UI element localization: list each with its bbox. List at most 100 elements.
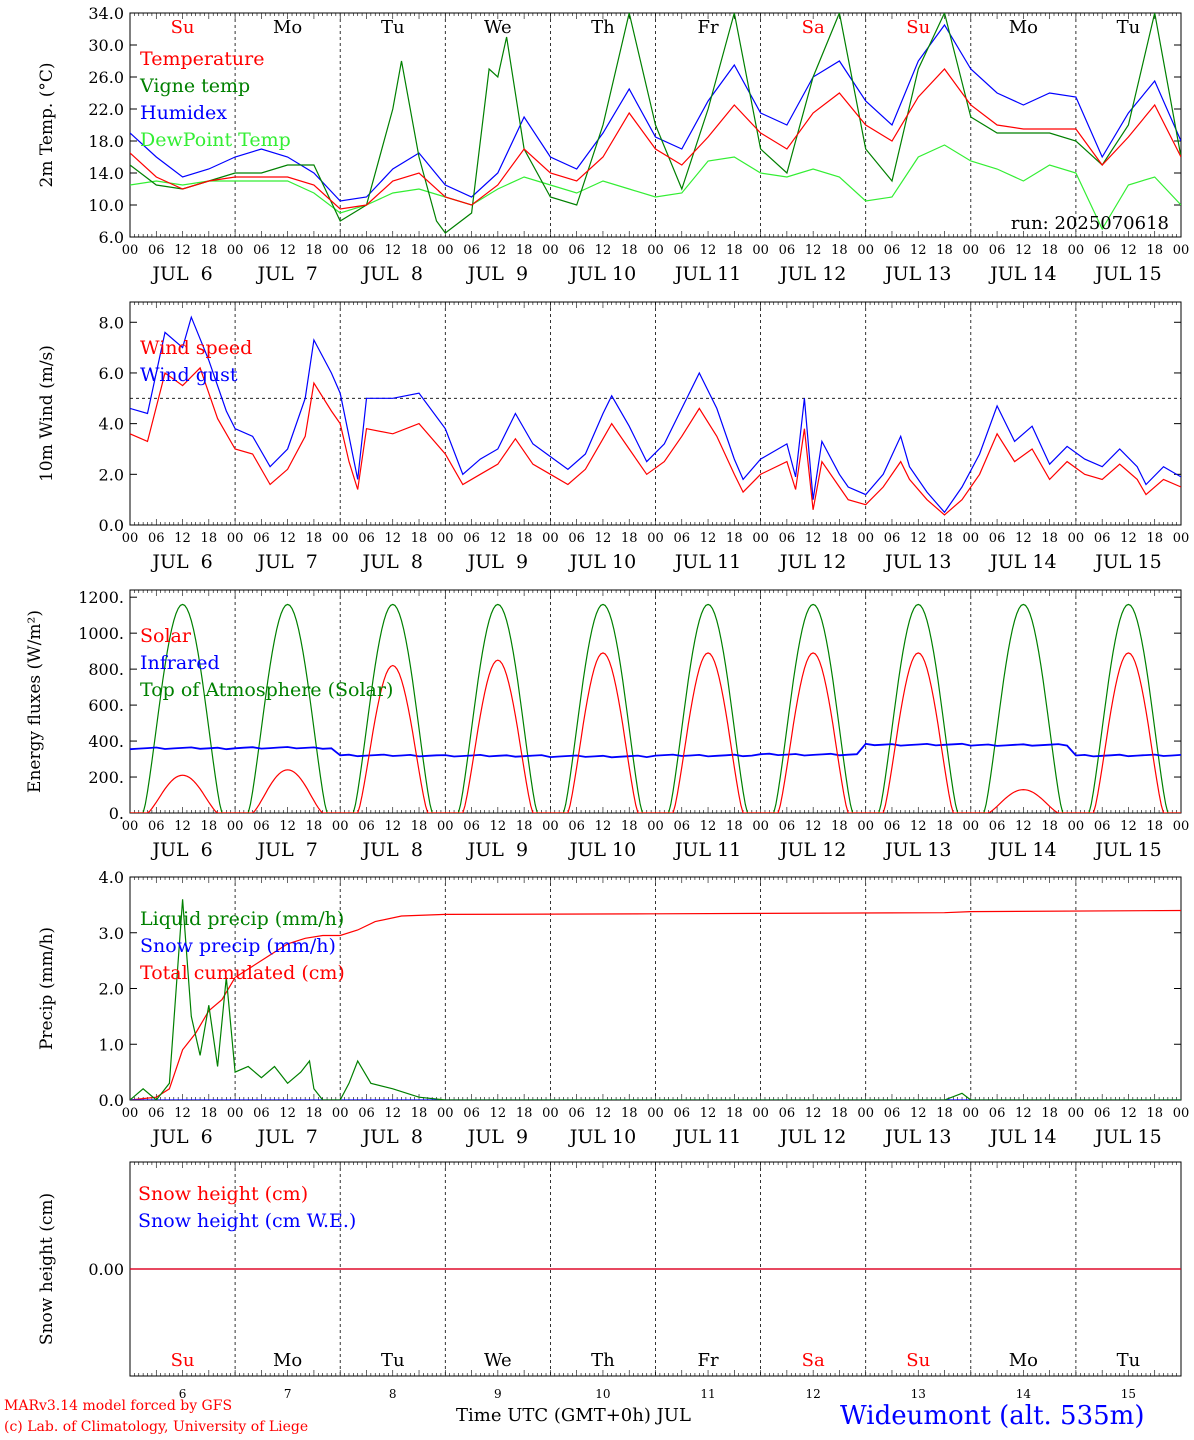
legend-entry: Wind gust [140,364,238,386]
x-hour-label: 00 [542,1106,559,1121]
x-hour-label: 06 [884,531,901,546]
x-hour-label: 12 [1120,531,1137,546]
series-line [130,899,1181,1100]
date-label: JUL 15 [1093,1126,1161,1148]
legend-entry: Top of Atmosphere (Solar) [140,679,393,701]
weekday-label: Su [906,1350,930,1371]
x-hour-label: 12 [595,1106,612,1121]
x-hour-label: 18 [1041,1106,1058,1121]
date-label: JUL 15 [1093,263,1161,285]
weekday-label: Fr [698,17,719,38]
x-hour-label: 18 [201,1106,218,1121]
x-hour-label: 12 [805,1106,822,1121]
x-hour-label: 18 [1041,531,1058,546]
x-hour-label: 00 [542,819,559,834]
x-hour-label: 18 [831,243,848,258]
day-number-label: 12 [806,1387,821,1401]
legend-entry: Wind speed [140,337,252,359]
x-hour-label: 00 [963,243,980,258]
x-hour-label: 00 [1068,531,1085,546]
weekday-label: Mo [273,1350,302,1371]
date-label: JUL 15 [1093,551,1161,573]
series-line [130,13,1181,234]
y-tick-label: 1200. [78,588,124,607]
x-hour-label: 18 [621,531,638,546]
y-tick-label: 10.0 [88,196,124,215]
x-hour-label: 18 [201,531,218,546]
x-hour-label: 12 [700,531,717,546]
weekday-label: Sa [802,1350,825,1371]
x-hour-label: 00 [437,1106,454,1121]
x-hour-label: 06 [674,243,691,258]
y-axis-title: Snow height (cm) [37,1193,57,1345]
x-hour-label: 12 [595,243,612,258]
x-hour-label: 18 [306,243,323,258]
x-hour-label: 18 [1146,243,1163,258]
weekday-label: Tu [1117,17,1141,38]
x-hour-label: 06 [1094,819,1111,834]
date-label: JUL 11 [673,263,741,285]
y-tick-label: 2.0 [99,980,124,999]
x-hour-label: 12 [490,243,507,258]
x-hour-label: 00 [437,243,454,258]
x-hour-label: 00 [963,531,980,546]
x-hour-label: 12 [490,1106,507,1121]
x-hour-label: 00 [122,243,139,258]
day-number-label: 6 [179,1387,187,1401]
y-tick-label: 1.0 [99,1035,124,1054]
y-tick-label: 0. [109,804,124,823]
weekday-label: We [484,17,512,38]
date-label: JUL 10 [568,839,636,861]
x-hour-label: 00 [752,531,769,546]
x-hour-label: 00 [752,819,769,834]
y-tick-label: 1000. [78,624,124,643]
date-label: JUL 12 [778,1126,846,1148]
x-hour-label: 00 [332,1106,349,1121]
run-annotation: run: 2025070618 [1011,213,1169,234]
date-label: JUL 8 [361,263,423,285]
y-tick-label: 14.0 [88,164,124,183]
y-tick-label: 30.0 [88,36,124,55]
date-label: JUL 11 [673,839,741,861]
x-hour-label: 18 [726,243,743,258]
x-hour-label: 06 [568,1106,585,1121]
x-hour-label: 18 [306,531,323,546]
x-hour-label: 18 [201,819,218,834]
copyright-credit: (c) Lab. of Climatology, University of L… [4,1419,309,1435]
x-hour-label: 12 [384,531,401,546]
date-label: JUL 9 [466,1126,528,1148]
x-hour-label: 00 [963,1106,980,1121]
x-hour-label: 00 [857,819,874,834]
weekday-label: Fr [698,1350,719,1371]
x-hour-label: 00 [437,819,454,834]
x-hour-label: 00 [1068,1106,1085,1121]
x-hour-label: 00 [122,819,139,834]
date-label: JUL 7 [255,1126,317,1148]
y-tick-label: 200. [88,768,124,787]
x-hour-label: 18 [1041,243,1058,258]
date-label: JUL 9 [466,839,528,861]
x-hour-label: 06 [989,1106,1006,1121]
x-hour-label: 12 [174,531,191,546]
series-line [130,742,1181,759]
y-axis-title: 10m Wind (m/s) [37,345,57,482]
x-hour-label: 06 [253,819,270,834]
x-hour-label: 00 [332,819,349,834]
series-line [130,652,1181,813]
date-label: JUL 14 [988,1126,1056,1148]
x-hour-label: 00 [1068,819,1085,834]
date-label: JUL 6 [150,1126,212,1148]
x-hour-label: 00 [122,531,139,546]
x-hour-label: 12 [910,531,927,546]
x-hour-label: 06 [884,1106,901,1121]
x-hour-label: 00 [227,819,244,834]
x-hour-label: 06 [779,1106,796,1121]
x-hour-label: 06 [989,819,1006,834]
x-hour-label: 06 [358,1106,375,1121]
x-hour-label: 18 [411,1106,428,1121]
series-line [130,144,1181,231]
x-hour-label: 06 [253,243,270,258]
chart-panel-5: 0.00 Snow height (cm) Su Mo Tu We Th Fr Sa Su Mo Tu… [37,1161,1182,1401]
x-hour-label: 18 [621,819,638,834]
x-hour-label: 00 [647,243,664,258]
